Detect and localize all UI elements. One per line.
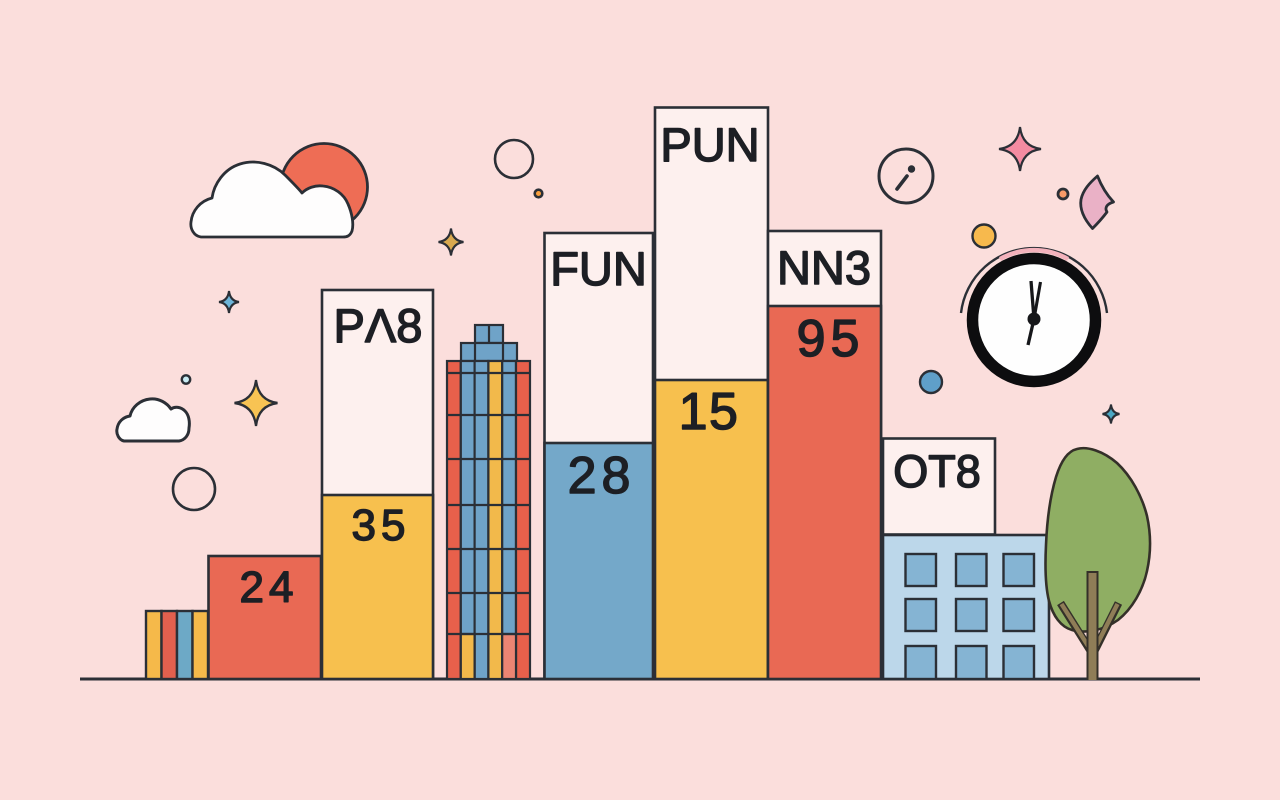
- svg-text:15: 15: [679, 383, 740, 441]
- svg-text:OT8: OT8: [893, 446, 981, 497]
- svg-text:PUN: PUN: [660, 118, 759, 171]
- svg-text:FUN: FUN: [550, 242, 647, 295]
- svg-text:24: 24: [240, 563, 299, 612]
- svg-text:PΛ8: PΛ8: [334, 299, 423, 352]
- svg-text:28: 28: [568, 447, 636, 505]
- svg-text:95: 95: [797, 310, 865, 368]
- svg-text:NN3: NN3: [777, 241, 871, 294]
- svg-text:35: 35: [352, 501, 411, 550]
